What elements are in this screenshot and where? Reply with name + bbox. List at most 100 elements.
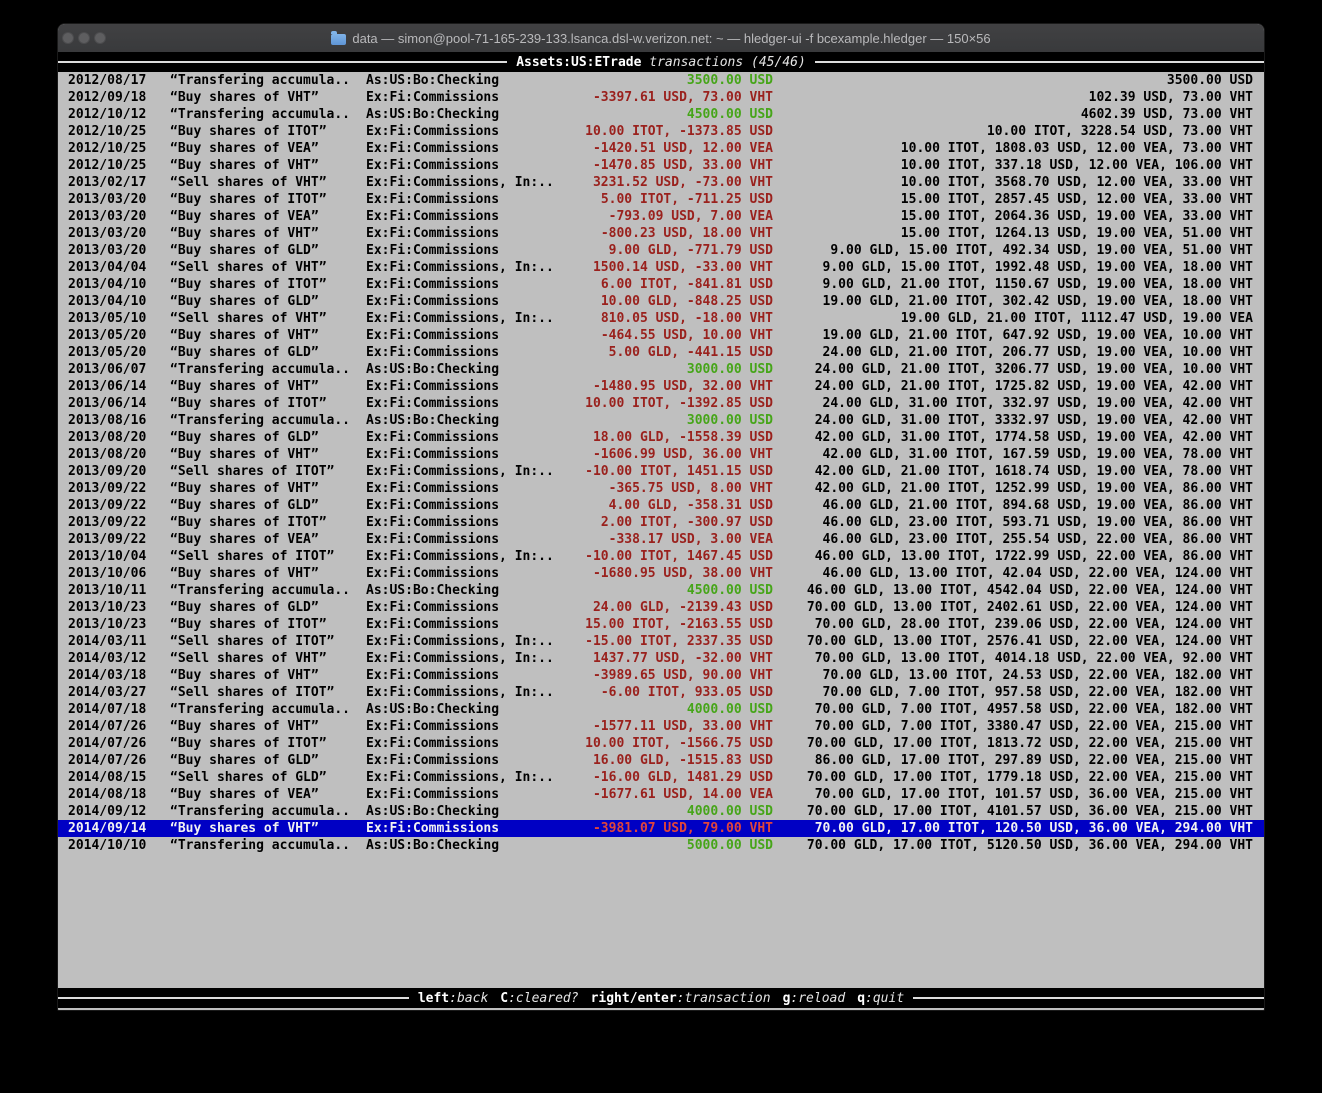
txn-change-amount: -6.00 ITOT, 933.05 USD — [600, 685, 773, 700]
table-row[interactable]: 2013/10/04 “Sell shares of ITOT” Ex:Fi:Com… — [58, 548, 1264, 565]
txn-description: “Buy shares of ITOT” — [170, 396, 327, 411]
table-row[interactable]: 2014/03/18 “Buy shares of VHT” Ex:Fi:Commi… — [58, 667, 1264, 684]
table-row[interactable]: 2013/09/22 “Buy shares of VHT” Ex:Fi:Commi… — [58, 480, 1264, 497]
txn-description: “Sell shares of ITOT” — [170, 685, 335, 700]
txn-change-amount: 1500.14 USD, -33.00 VHT — [592, 260, 773, 275]
txn-description: “Buy shares of VHT” — [170, 226, 319, 241]
hint-key: C — [500, 990, 509, 1006]
table-row[interactable]: 2013/03/20 “Buy shares of ITOT” Ex:Fi:Comm… — [58, 191, 1264, 208]
txn-date: 2014/09/12 — [68, 804, 147, 819]
txn-other-accounts: As:US:Bo:Checking — [366, 73, 500, 88]
table-row[interactable]: 2014/09/12 “Transfering accumula.. As:US:B… — [58, 803, 1264, 820]
txn-date: 2014/07/26 — [68, 753, 147, 768]
table-row[interactable]: 2014/07/26 “Buy shares of VHT” Ex:Fi:Commi… — [58, 718, 1264, 735]
txn-date: 2013/06/14 — [68, 379, 147, 394]
txn-change-amount: -1420.51 USD, 12.00 VEA — [592, 141, 773, 156]
txn-running-balance: 24.00 GLD, 31.00 ITOT, 332.97 USD, 19.00… — [822, 396, 1253, 411]
txn-change-amount: 18.00 GLD, -1558.39 USD — [592, 430, 773, 445]
txn-change-amount: -1677.61 USD, 14.00 VEA — [592, 787, 773, 802]
table-row[interactable]: 2012/10/25 “Buy shares of VHT” Ex:Fi:Commi… — [58, 157, 1264, 174]
table-row[interactable]: 2013/04/10 “Buy shares of ITOT” Ex:Fi:Comm… — [58, 276, 1264, 293]
txn-change-amount: 10.00 ITOT, -1392.85 USD — [585, 396, 773, 411]
txn-description: “Buy shares of ITOT” — [170, 124, 327, 139]
table-row[interactable]: 2013/05/10 “Sell shares of VHT” Ex:Fi:Comm… — [58, 310, 1264, 327]
txn-change-amount: 4.00 GLD, -358.31 USD — [608, 498, 773, 513]
table-row[interactable]: 2013/03/20 “Buy shares of VHT” Ex:Fi:Commi… — [58, 225, 1264, 242]
table-row[interactable]: 2014/03/11 “Sell shares of ITOT” Ex:Fi:Com… — [58, 633, 1264, 650]
table-row[interactable]: 2014/03/27 “Sell shares of ITOT” Ex:Fi:Com… — [58, 684, 1264, 701]
txn-change-amount: -1680.95 USD, 38.00 VHT — [592, 566, 773, 581]
table-row[interactable]: 2013/06/14 “Buy shares of ITOT” Ex:Fi:Comm… — [58, 395, 1264, 412]
txn-change-amount: 1437.77 USD, -32.00 VHT — [592, 651, 773, 666]
window-titlebar[interactable]: data — simon@pool-71-165-239-133.lsanca.… — [58, 24, 1264, 53]
txn-other-accounts: As:US:Bo:Checking — [366, 702, 500, 717]
txn-running-balance: 102.39 USD, 73.00 VHT — [1088, 90, 1253, 105]
table-row[interactable]: 2013/04/10 “Buy shares of GLD” Ex:Fi:Commi… — [58, 293, 1264, 310]
txn-other-accounts: Ex:Fi:Commissions — [366, 447, 500, 462]
txn-description: “Buy shares of GLD” — [170, 753, 319, 768]
txn-running-balance: 24.00 GLD, 21.00 ITOT, 1725.82 USD, 19.0… — [814, 379, 1253, 394]
table-row[interactable]: 2014/07/18 “Transfering accumula.. As:US:B… — [58, 701, 1264, 718]
txn-date: 2013/09/22 — [68, 498, 147, 513]
table-row[interactable]: 2014/08/18 “Buy shares of VEA” Ex:Fi:Commi… — [58, 786, 1264, 803]
table-row[interactable]: 2014/09/14 “Buy shares of VHT” Ex:Fi:Commi… — [58, 820, 1264, 837]
txn-description: “Buy shares of VHT” — [170, 566, 319, 581]
table-row[interactable]: 2013/09/20 “Sell shares of ITOT” Ex:Fi:Com… — [58, 463, 1264, 480]
txn-running-balance: 70.00 GLD, 7.00 ITOT, 4957.58 USD, 22.00… — [814, 702, 1253, 717]
table-row[interactable]: 2014/07/26 “Buy shares of ITOT” Ex:Fi:Comm… — [58, 735, 1264, 752]
txn-date: 2012/08/17 — [68, 73, 147, 88]
table-row[interactable]: 2013/05/20 “Buy shares of VHT” Ex:Fi:Commi… — [58, 327, 1264, 344]
txn-date: 2013/03/20 — [68, 243, 147, 258]
table-row[interactable]: 2013/10/23 “Buy shares of GLD” Ex:Fi:Commi… — [58, 599, 1264, 616]
txn-description: “Buy shares of ITOT” — [170, 192, 327, 207]
txn-other-accounts: Ex:Fi:Commissions, In:.. — [366, 260, 554, 275]
table-row[interactable]: 2013/10/11 “Transfering accumula.. As:US:B… — [58, 582, 1264, 599]
zoom-button[interactable] — [94, 32, 106, 44]
table-row[interactable]: 2013/09/22 “Buy shares of ITOT” Ex:Fi:Comm… — [58, 514, 1264, 531]
table-row[interactable]: 2013/10/23 “Buy shares of ITOT” Ex:Fi:Comm… — [58, 616, 1264, 633]
table-row[interactable]: 2013/09/22 “Buy shares of GLD” Ex:Fi:Commi… — [58, 497, 1264, 514]
table-row[interactable]: 2012/09/18 “Buy shares of VHT” Ex:Fi:Commi… — [58, 89, 1264, 106]
table-row[interactable]: 2012/10/25 “Buy shares of VEA” Ex:Fi:Commi… — [58, 140, 1264, 157]
table-row[interactable]: 2012/10/12 “Transfering accumula.. As:US:B… — [58, 106, 1264, 123]
txn-description: “Sell shares of VHT” — [170, 311, 327, 326]
table-row[interactable]: 2013/04/04 “Sell shares of VHT” Ex:Fi:Comm… — [58, 259, 1264, 276]
table-row[interactable]: 2013/08/20 “Buy shares of VHT” Ex:Fi:Commi… — [58, 446, 1264, 463]
table-row[interactable]: 2014/10/10 “Transfering accumula.. As:US:B… — [58, 837, 1264, 854]
table-row[interactable]: 2012/08/17 “Transfering accumula.. As:US:B… — [58, 72, 1264, 89]
table-row[interactable]: 2014/07/26 “Buy shares of GLD” Ex:Fi:Commi… — [58, 752, 1264, 769]
table-row[interactable]: 2013/03/20 “Buy shares of VEA” Ex:Fi:Commi… — [58, 208, 1264, 225]
table-row[interactable]: 2013/06/07 “Transfering accumula.. As:US:B… — [58, 361, 1264, 378]
txn-running-balance: 4602.39 USD, 73.00 VHT — [1080, 107, 1253, 122]
table-row[interactable]: 2013/06/14 “Buy shares of VHT” Ex:Fi:Commi… — [58, 378, 1264, 395]
txn-date: 2013/08/20 — [68, 447, 147, 462]
txn-change-amount: 6.00 ITOT, -841.81 USD — [600, 277, 773, 292]
txn-date: 2014/07/26 — [68, 736, 147, 751]
txn-date: 2012/10/25 — [68, 124, 147, 139]
table-row[interactable]: 2014/03/12 “Sell shares of VHT” Ex:Fi:Comm… — [58, 650, 1264, 667]
txn-description: “Buy shares of ITOT” — [170, 277, 327, 292]
txn-change-amount: -3397.61 USD, 73.00 VHT — [592, 90, 773, 105]
txn-running-balance: 24.00 GLD, 21.00 ITOT, 3206.77 USD, 19.0… — [814, 362, 1253, 377]
minimize-button[interactable] — [78, 32, 90, 44]
key-hint: q:quit — [857, 991, 904, 1006]
key-hint: C:cleared? — [500, 991, 578, 1006]
txn-description: “Buy shares of VHT” — [170, 158, 319, 173]
table-row[interactable]: 2013/05/20 “Buy shares of GLD” Ex:Fi:Commi… — [58, 344, 1264, 361]
table-row[interactable]: 2012/10/25 “Buy shares of ITOT” Ex:Fi:Comm… — [58, 123, 1264, 140]
table-row[interactable]: 2013/03/20 “Buy shares of GLD” Ex:Fi:Commi… — [58, 242, 1264, 259]
txn-running-balance: 46.00 GLD, 21.00 ITOT, 894.68 USD, 19.00… — [822, 498, 1253, 513]
table-row[interactable]: 2013/02/17 “Sell shares of VHT” Ex:Fi:Comm… — [58, 174, 1264, 191]
table-row[interactable]: 2013/08/16 “Transfering accumula.. As:US:B… — [58, 412, 1264, 429]
txn-other-accounts: Ex:Fi:Commissions — [366, 736, 500, 751]
txn-date: 2013/04/04 — [68, 260, 147, 275]
table-row[interactable]: 2013/09/22 “Buy shares of VEA” Ex:Fi:Commi… — [58, 531, 1264, 548]
close-button[interactable] — [62, 32, 74, 44]
table-row[interactable]: 2013/08/20 “Buy shares of GLD” Ex:Fi:Commi… — [58, 429, 1264, 446]
txn-other-accounts: Ex:Fi:Commissions — [366, 328, 500, 343]
table-row[interactable]: 2014/08/15 “Sell shares of GLD” Ex:Fi:Comm… — [58, 769, 1264, 786]
txn-change-amount: -464.55 USD, 10.00 VHT — [600, 328, 773, 343]
table-row[interactable]: 2013/10/06 “Buy shares of VHT” Ex:Fi:Commi… — [58, 565, 1264, 582]
txn-date: 2013/05/20 — [68, 345, 147, 360]
txn-running-balance: 70.00 GLD, 17.00 ITOT, 120.50 USD, 36.00… — [814, 821, 1253, 836]
